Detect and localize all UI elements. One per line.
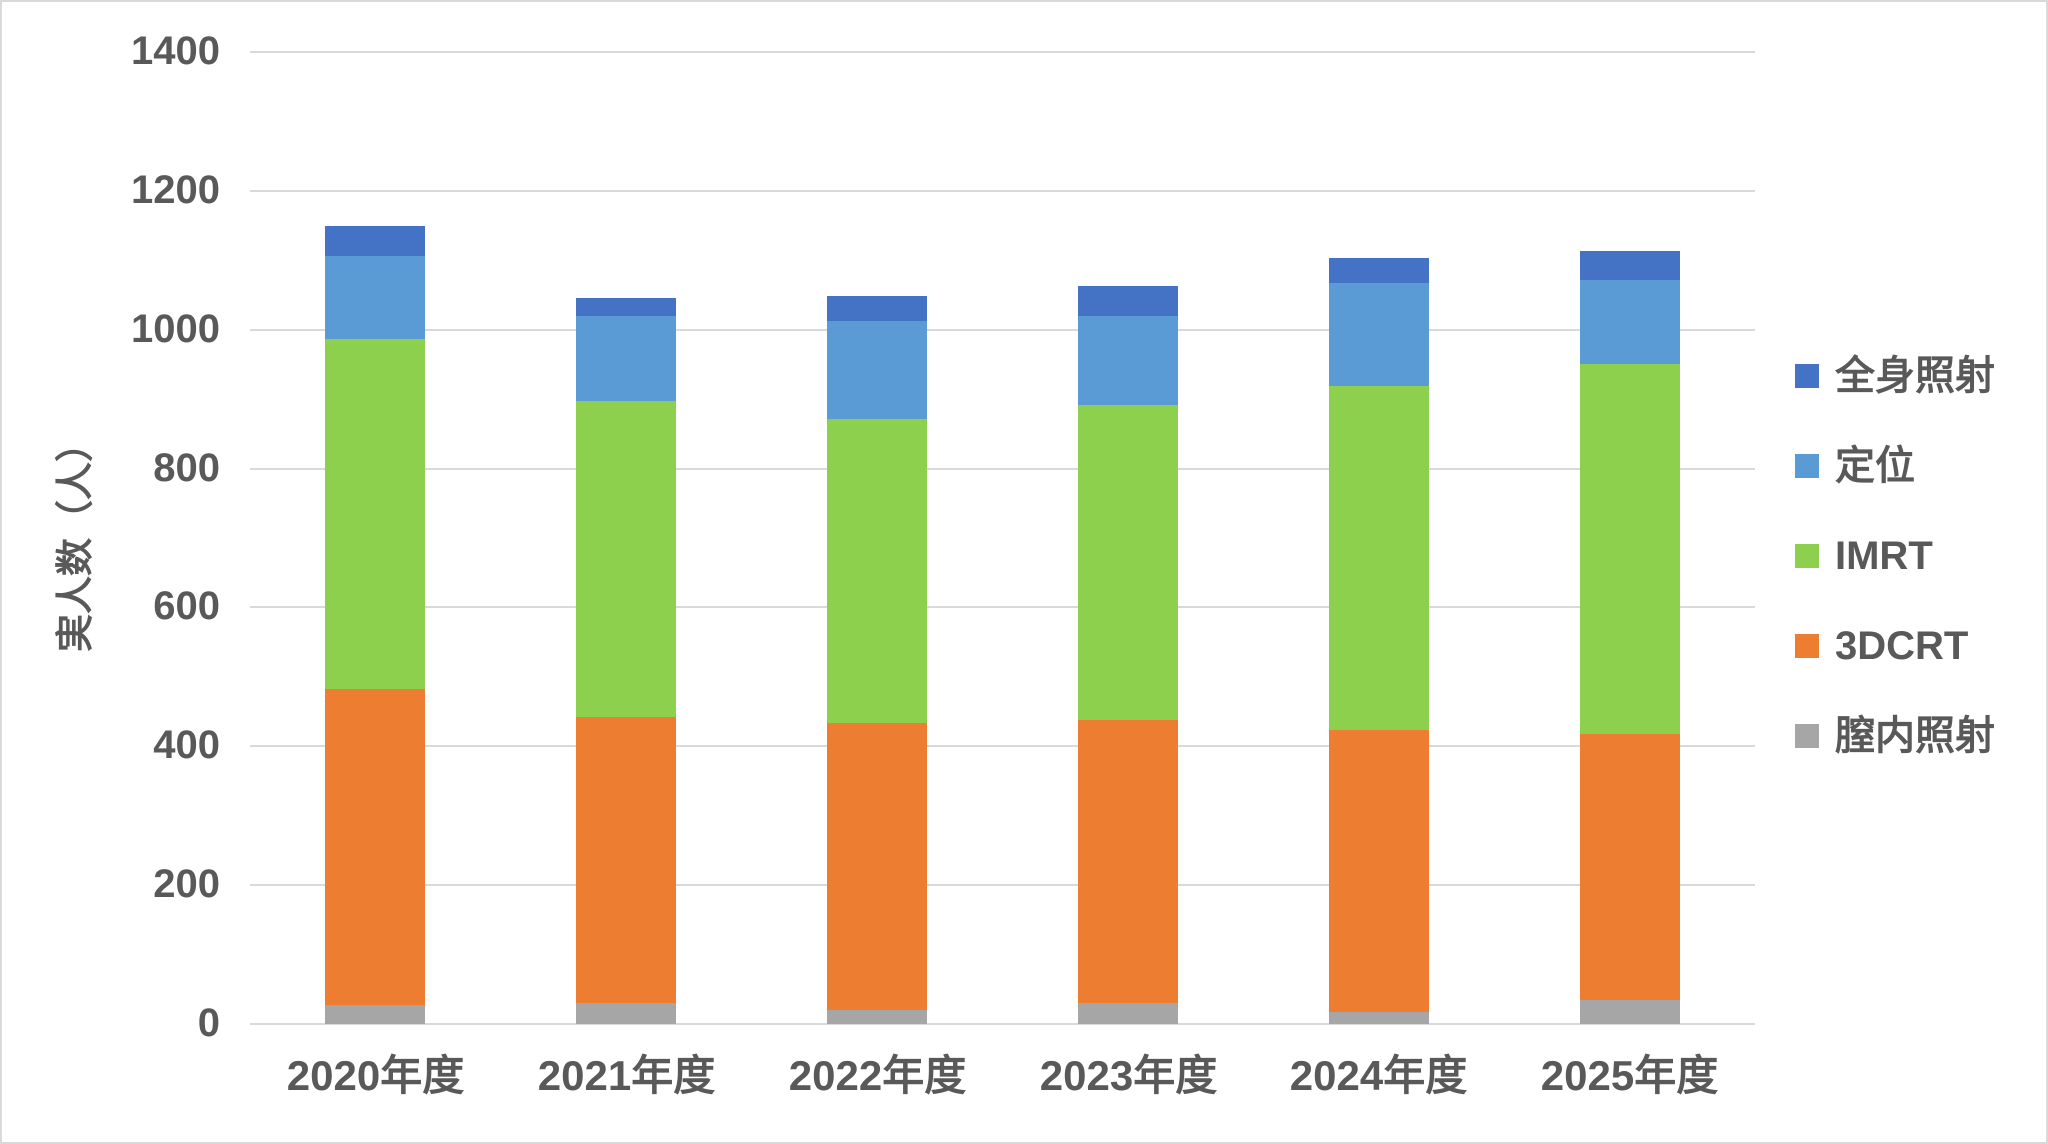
bar-segment-膣内照射-2024年度	[1329, 1012, 1429, 1024]
gridline-400	[250, 745, 1755, 747]
legend-label-定位: 定位	[1835, 444, 1915, 488]
stacked-bar-2022年度	[827, 296, 927, 1024]
bar-segment-3DCRT-2020年度	[325, 689, 425, 1005]
stacked-bar-2023年度	[1078, 286, 1178, 1024]
bar-segment-膣内照射-2023年度	[1078, 1003, 1178, 1024]
bar-segment-定位-2022年度	[827, 321, 927, 419]
x-tick-label-2021年度: 2021年度	[537, 1052, 716, 1099]
gridline-1400	[250, 51, 1755, 53]
y-tick-label-0: 0	[197, 1001, 220, 1045]
x-tick-label-2020年度: 2020年度	[286, 1052, 465, 1099]
bar-segment-膣内照射-2020年度	[325, 1005, 425, 1024]
y-tick-label-1400: 1400	[131, 29, 220, 73]
bar-segment-IMRT-2024年度	[1329, 386, 1429, 730]
bar-segment-膣内照射-2022年度	[827, 1010, 927, 1024]
bar-segment-全身照射-2025年度	[1580, 251, 1680, 280]
legend-item-定位: 定位	[1795, 444, 1995, 488]
legend-label-3DCRT: 3DCRT	[1835, 624, 1969, 668]
legend-label-全身照射: 全身照射	[1835, 354, 1995, 398]
bar-segment-全身照射-2020年度	[325, 226, 425, 256]
legend-swatch-3DCRT	[1795, 634, 1819, 658]
x-tick-label-2024年度: 2024年度	[1289, 1052, 1468, 1099]
bar-segment-定位-2021年度	[576, 316, 676, 401]
gridline-200	[250, 884, 1755, 886]
legend-item-3DCRT: 3DCRT	[1795, 624, 1995, 668]
legend: 全身照射定位 IMRT 3DCRT 膣内照射	[1795, 354, 1995, 804]
gridline-1200	[250, 190, 1755, 192]
bar-segment-3DCRT-2023年度	[1078, 720, 1178, 1003]
legend-swatch-膣内照射	[1795, 724, 1819, 748]
stacked-bar-2020年度	[325, 226, 425, 1024]
bar-segment-全身照射-2021年度	[576, 298, 676, 316]
bar-segment-IMRT-2022年度	[827, 419, 927, 723]
legend-label-IMRT: IMRT	[1835, 534, 1933, 578]
bar-segment-IMRT-2023年度	[1078, 405, 1178, 720]
stacked-bar-2021年度	[576, 298, 676, 1024]
y-tick-label-600: 600	[153, 584, 220, 628]
bar-segment-定位-2025年度	[1580, 280, 1680, 364]
bar-segment-定位-2024年度	[1329, 283, 1429, 386]
legend-item-IMRT: IMRT	[1795, 534, 1995, 578]
legend-item-膣内照射: 膣内照射	[1795, 714, 1995, 758]
bar-segment-3DCRT-2021年度	[576, 717, 676, 1003]
y-tick-label-800: 800	[153, 446, 220, 490]
bar-segment-膣内照射-2025年度	[1580, 1000, 1680, 1024]
legend-swatch-定位	[1795, 454, 1819, 478]
bar-segment-3DCRT-2024年度	[1329, 730, 1429, 1012]
y-tick-label-1200: 1200	[131, 168, 220, 212]
x-tick-label-2025年度: 2025年度	[1540, 1052, 1719, 1099]
legend-swatch-IMRT	[1795, 544, 1819, 568]
x-tick-label-2023年度: 2023年度	[1039, 1052, 1218, 1099]
bar-segment-IMRT-2021年度	[576, 401, 676, 717]
x-tick-label-2022年度: 2022年度	[788, 1052, 967, 1099]
x-axis-line	[250, 1023, 1755, 1025]
legend-swatch-全身照射	[1795, 364, 1819, 388]
gridline-1000	[250, 329, 1755, 331]
y-tick-label-200: 200	[153, 862, 220, 906]
bar-segment-定位-2020年度	[325, 256, 425, 339]
bar-segment-全身照射-2023年度	[1078, 286, 1178, 316]
plot-area	[250, 51, 1755, 1025]
legend-label-膣内照射: 膣内照射	[1835, 714, 1995, 758]
bar-segment-IMRT-2020年度	[325, 339, 425, 689]
stacked-bar-2025年度	[1580, 251, 1680, 1024]
bar-segment-3DCRT-2025年度	[1580, 734, 1680, 1000]
y-tick-label-1000: 1000	[131, 307, 220, 351]
gridline-600	[250, 606, 1755, 608]
bar-segment-3DCRT-2022年度	[827, 723, 927, 1010]
legend-item-全身照射: 全身照射	[1795, 354, 1995, 398]
bar-segment-全身照射-2022年度	[827, 296, 927, 321]
bar-segment-IMRT-2025年度	[1580, 364, 1680, 734]
y-tick-label-400: 400	[153, 723, 220, 767]
stacked-bar-2024年度	[1329, 258, 1429, 1024]
bar-segment-膣内照射-2021年度	[576, 1003, 676, 1024]
bar-segment-定位-2023年度	[1078, 316, 1178, 405]
bar-segment-全身照射-2024年度	[1329, 258, 1429, 283]
gridline-800	[250, 468, 1755, 470]
